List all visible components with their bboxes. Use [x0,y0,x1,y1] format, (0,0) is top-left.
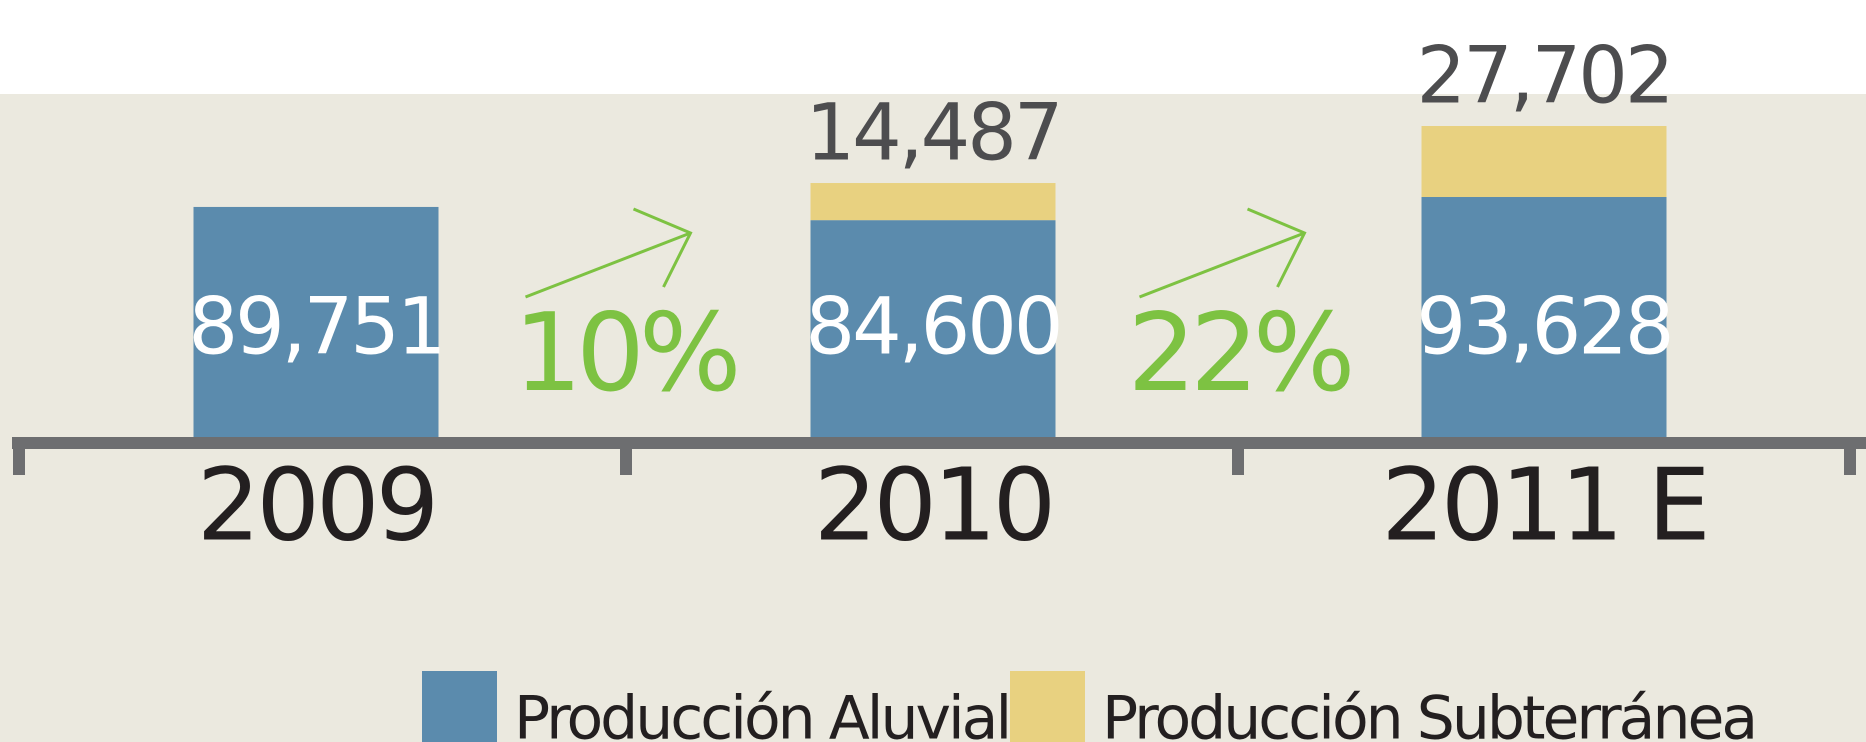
growth-arrow-head [1246,207,1307,288]
value-label: 93,628 [1417,282,1672,372]
bar [193,206,439,437]
bar [1421,197,1667,437]
value-label: 27,702 [1417,31,1672,121]
growth-label: 22% [1127,291,1349,416]
axis-line [12,437,1866,449]
value-label: 84,600 [806,282,1061,372]
axis-tick [13,437,25,475]
legend-swatch [1010,671,1085,742]
growth-arrow [524,231,692,299]
axis-tick [1844,437,1856,475]
top-band [0,0,1866,94]
x-tick-label: 2011 E [1381,446,1706,563]
bar [1421,126,1667,198]
bar [810,183,1056,221]
growth-label: 10% [513,291,735,416]
legend-label: Producción Aluvial [514,684,1009,742]
axis-tick [620,437,632,475]
value-label: 89,751 [189,282,444,372]
value-label: 14,487 [806,88,1061,178]
bar [810,220,1056,437]
x-tick-label: 2009 [197,446,436,563]
axis [12,437,1866,475]
legend-swatch [422,671,497,742]
growth-arrow-head [632,207,693,288]
legend-label: Producción Subterránea [1102,684,1755,742]
growth-arrow [1138,231,1306,299]
x-tick-label: 2010 [814,446,1053,563]
axis-tick [1232,437,1244,475]
